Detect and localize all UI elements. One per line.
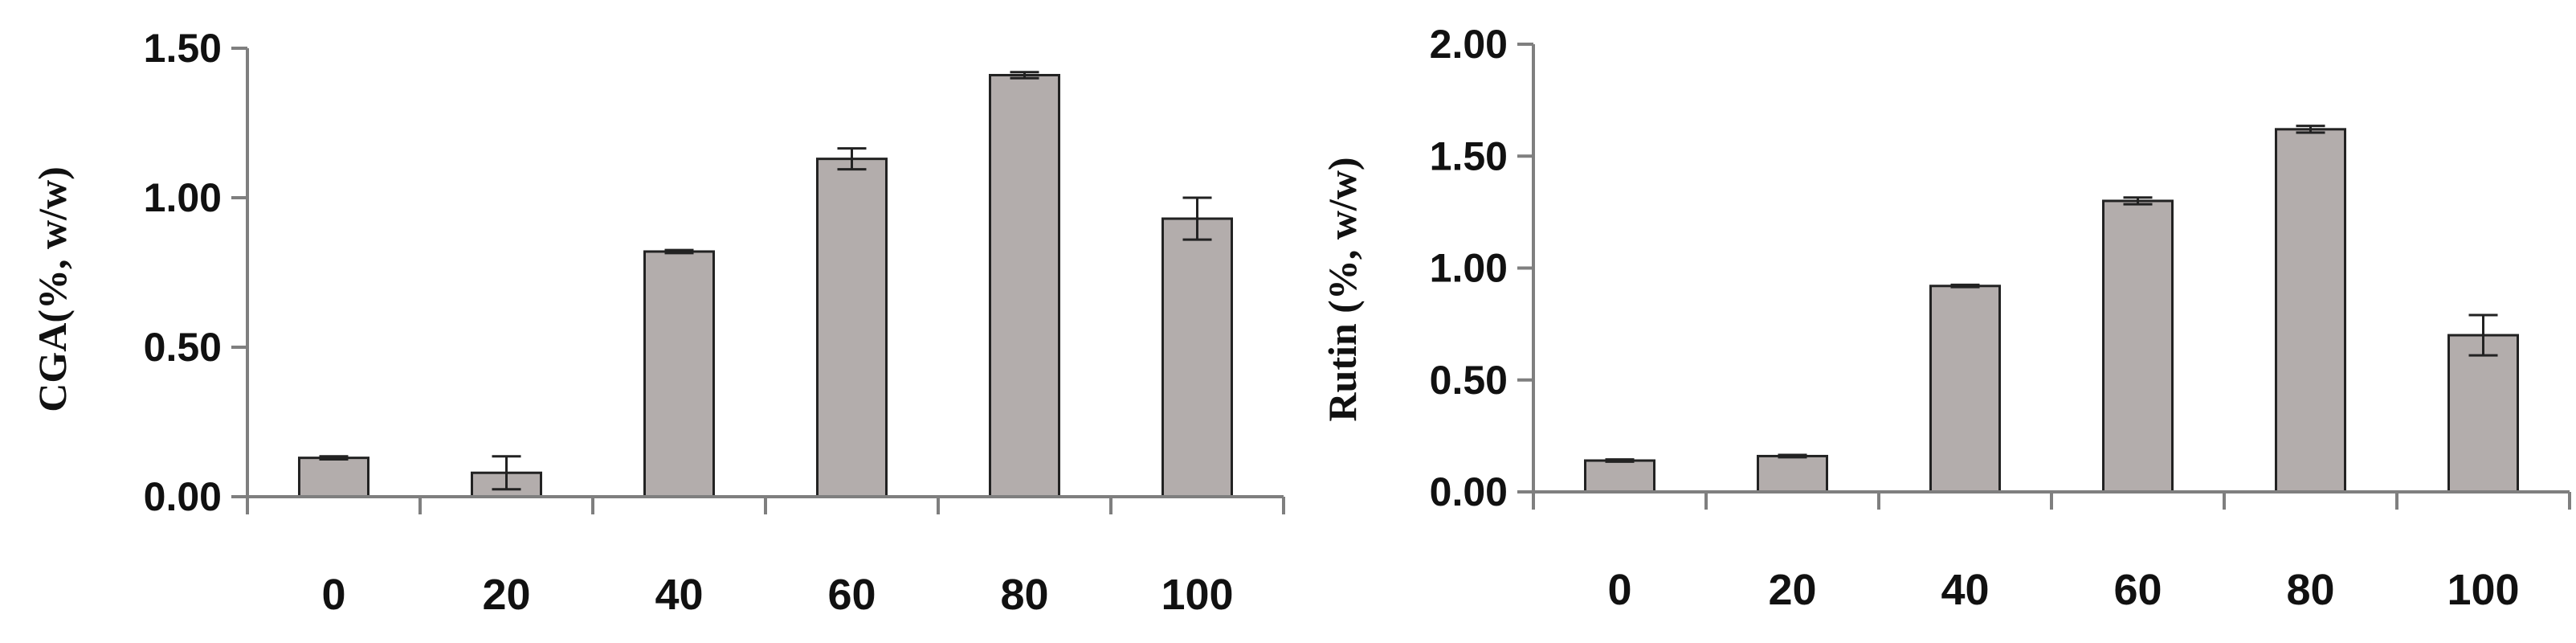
rutin-bar [1584,459,1655,494]
cga-bar [298,457,369,498]
cga-y-tick-label: 0.50 [144,325,222,370]
cga-bar [643,250,715,498]
rutin-chart: 0.00 0.50 1.00 1.50 2.00 0 20 40 60 80 100 Rutin … [1320,22,2571,614]
rutin-error-bar [2296,125,2325,134]
rutin-x-tick-label: 20 [1768,566,1816,614]
cga-x-tick-label: 60 [827,571,876,619]
rutin-bar [1757,454,1828,494]
rutin-error-bar [2123,196,2153,206]
rutin-error-bar [1950,283,1980,289]
rutin-axes [1517,43,2571,510]
cga-bars [298,71,1233,498]
cga-x-tick-label: 0 [321,571,345,619]
cga-bar [816,158,888,498]
rutin-error-bar [1778,453,1807,459]
cga-y-axis-title: CGA(%, w/w) [30,166,75,412]
rutin-bar [2447,334,2519,494]
rutin-error-bar [1605,458,1635,463]
rutin-x-tick-label: 80 [2286,566,2334,614]
rutin-y-tick-label: 2.00 [1430,22,1508,67]
rutin-bar [1929,285,2001,494]
cga-y-tick-labels: 0.00 0.50 1.00 1.50 [144,26,222,519]
cga-y-tick-label: 1.00 [144,175,222,220]
cga-error-bar [319,455,349,461]
cga-x-tick-labels: 0 20 40 60 80 100 [321,571,1233,619]
rutin-y-tick-label: 0.00 [1430,469,1508,514]
cga-bar [989,73,1060,498]
rutin-x-tick-label: 0 [1607,566,1631,614]
rutin-error-bar [2468,313,2498,357]
cga-error-bar [837,147,867,171]
cga-error-bar [492,455,521,491]
cga-y-tick-label: 0.00 [144,474,222,519]
rutin-y-tick-label: 1.50 [1430,133,1508,178]
rutin-x-tick-label: 100 [2447,566,2519,614]
cga-x-tick-label: 100 [1161,571,1233,619]
cga-bar [1161,217,1233,498]
rutin-x-tick-labels: 0 20 40 60 80 100 [1607,566,2519,614]
rutin-bars [1584,125,2519,494]
rutin-y-tick-label: 0.50 [1430,358,1508,403]
cga-error-bar [664,248,694,255]
rutin-bar [2275,128,2346,494]
rutin-y-axis-title: Rutin (%, w/w) [1320,157,1365,421]
rutin-y-tick-label: 1.00 [1430,246,1508,291]
rutin-y-tick-labels: 0.00 0.50 1.00 1.50 2.00 [1430,22,1508,514]
cga-error-bar [1182,196,1212,241]
cga-x-tick-label: 80 [1000,571,1048,619]
cga-error-bar [1010,71,1039,80]
cga-chart: 0.00 0.50 1.00 1.50 0 20 40 60 80 100 CGA(%, w/w… [30,26,1285,619]
rutin-bar [2102,199,2174,494]
rutin-x-tick-label: 40 [1941,566,1989,614]
cga-y-tick-label: 1.50 [144,26,222,71]
cga-x-tick-label: 20 [482,571,530,619]
cga-axes [231,47,1285,514]
cga-x-tick-label: 40 [655,571,703,619]
rutin-x-tick-label: 60 [2113,566,2162,614]
